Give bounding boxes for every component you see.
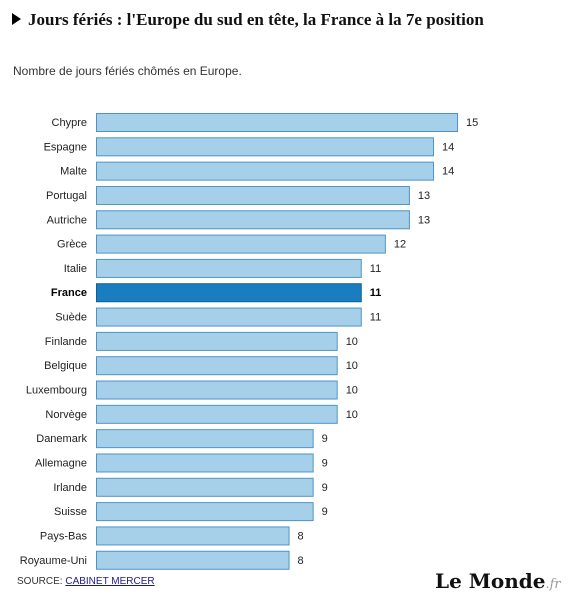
value-label: 8 [298, 555, 304, 567]
value-label: 11 [370, 287, 382, 299]
bar [96, 404, 338, 424]
chart-title-block: Jours fériés : l'Europe du sud en tête, … [12, 10, 572, 30]
category-label: Belgique [44, 360, 87, 372]
category-label: Suède [55, 312, 87, 324]
category-label: Royaume-Uni [20, 555, 87, 567]
bar [96, 526, 290, 546]
bar [96, 502, 314, 522]
bar [96, 161, 434, 181]
bar [96, 113, 459, 132]
category-label: Finlande [45, 336, 87, 348]
bar [96, 258, 362, 278]
bar [96, 185, 410, 205]
value-label: 10 [346, 409, 358, 421]
value-label: 9 [322, 457, 328, 469]
category-label: Danemark [36, 433, 87, 445]
bar [96, 380, 338, 400]
value-label: 9 [322, 506, 328, 518]
category-label: Irlande [53, 482, 87, 494]
bar [96, 331, 338, 351]
category-label: Suisse [54, 506, 87, 518]
bar [96, 210, 410, 230]
bar [96, 234, 386, 254]
value-label: 12 [394, 239, 406, 251]
value-label: 15 [466, 117, 478, 129]
source-label: SOURCE: [17, 576, 63, 587]
value-label: 14 [442, 166, 454, 178]
category-label: Luxembourg [26, 385, 87, 397]
category-label: Espagne [44, 141, 87, 153]
category-label: Grèce [57, 239, 87, 251]
bar [96, 137, 434, 157]
value-label: 10 [346, 385, 358, 397]
category-label: Chypre [52, 117, 87, 129]
value-label: 9 [322, 482, 328, 494]
category-label: Malte [60, 166, 87, 178]
category-label: France [51, 287, 87, 299]
category-label: Italie [64, 263, 87, 275]
chart-title: Jours fériés : l'Europe du sud en tête, … [28, 10, 484, 29]
value-label: 13 [418, 214, 430, 226]
value-label: 14 [442, 141, 454, 153]
category-label: Norvège [45, 409, 87, 421]
bar [96, 477, 314, 497]
bar [96, 356, 338, 376]
play-triangle-icon [12, 13, 21, 25]
value-label: 8 [298, 530, 304, 542]
chart-subtitle: Nombre de jours fériés chômés en Europe. [13, 64, 242, 78]
value-label: 13 [418, 190, 430, 202]
value-label: 11 [370, 263, 381, 275]
category-label: Pays-Bas [40, 530, 88, 542]
logo-suffix: .fr [545, 577, 561, 592]
le-monde-logo: Le Monde.fr [435, 569, 561, 593]
bar-chart: Chypre 15 Espagne 14 Malte 14 Portugal 13 Autric… [20, 113, 478, 570]
category-label: Portugal [46, 190, 87, 202]
bar [96, 307, 362, 327]
source-link[interactable]: CABINET MERCER [65, 576, 155, 587]
value-label: 10 [346, 336, 358, 348]
value-label: 9 [322, 433, 328, 445]
logo-name: Le Monde [435, 569, 546, 593]
bar [96, 453, 314, 473]
bar [96, 429, 314, 449]
category-label: Autriche [47, 214, 87, 226]
bar [96, 550, 290, 570]
bar-highlight [96, 283, 362, 303]
source-note: SOURCE: CABINET MERCER [17, 576, 155, 587]
category-label: Allemagne [35, 457, 87, 469]
value-label: 11 [370, 312, 381, 324]
value-label: 10 [346, 360, 358, 372]
